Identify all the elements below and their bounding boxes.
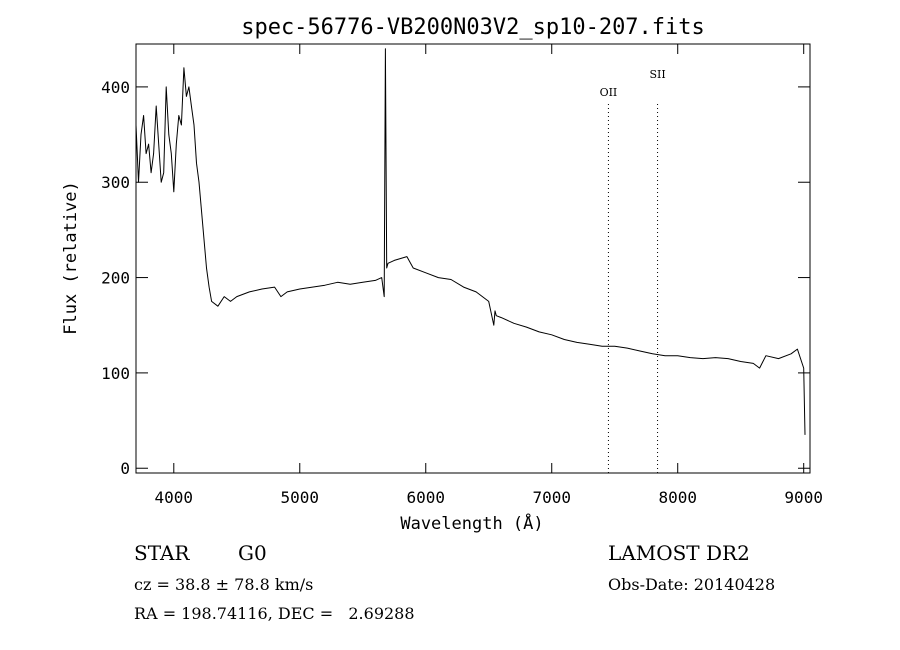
annotation-label: OII [600, 86, 618, 99]
y-axis-label: Flux (relative) [61, 181, 81, 335]
annotation-label: SII [649, 68, 665, 81]
y-axis-ticks: 0 100 200 300 400 [101, 78, 810, 478]
x-tick-label: 8000 [658, 488, 697, 507]
y-tick-label: 100 [101, 364, 130, 383]
x-tick-label: 9000 [784, 488, 823, 507]
x-axis-label: Wavelength (Å) [400, 512, 543, 534]
y-tick-label: 0 [120, 459, 130, 478]
coordinates: RA = 198.74116, DEC = 2.69288 [134, 604, 415, 623]
spectrum-line [135, 48, 806, 435]
x-axis-ticks: 4000 5000 6000 7000 8000 9000 [155, 44, 823, 507]
x-tick-label: 4000 [155, 488, 194, 507]
y-tick-label: 200 [101, 269, 130, 288]
x-tick-label: 5000 [281, 488, 320, 507]
x-tick-label: 6000 [406, 488, 445, 507]
series-group [135, 48, 806, 435]
line-annotations: OII SII [600, 68, 666, 473]
y-tick-label: 300 [101, 173, 130, 192]
star-type: STAR [134, 541, 190, 565]
x-tick-label: 7000 [532, 488, 571, 507]
y-tick-label: 400 [101, 78, 130, 97]
obs-date: Obs-Date: 20140428 [608, 575, 776, 594]
chart-title: spec-56776-VB200N03V2_sp10-207.fits [241, 15, 705, 40]
survey-label: LAMOST DR2 [608, 541, 750, 565]
spectral-subclass: G0 [238, 541, 267, 565]
plot-frame [135, 43, 811, 474]
cz-value: cz = 38.8 ± 78.8 km/s [134, 575, 314, 594]
